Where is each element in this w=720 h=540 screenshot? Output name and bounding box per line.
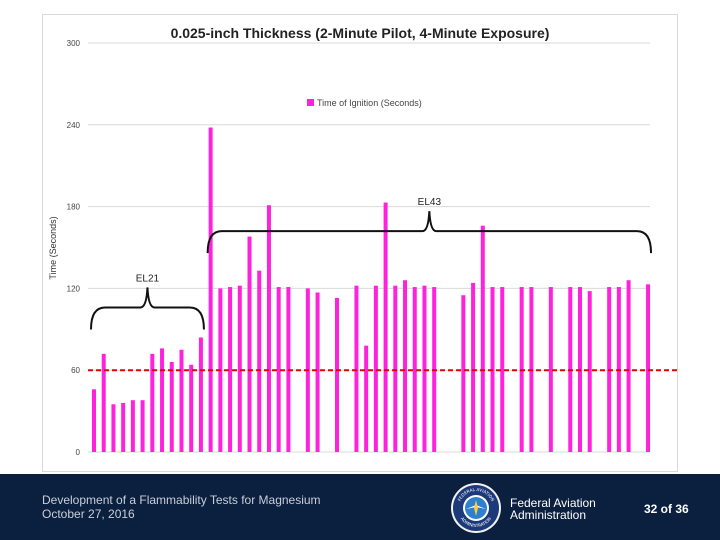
annotation-label: EL43 xyxy=(418,197,442,208)
bar xyxy=(626,280,631,452)
faa-seal-icon: FEDERAL AVIATION ADMINISTRATION xyxy=(451,483,501,533)
presentation-date: October 27, 2016 xyxy=(42,507,135,521)
bar xyxy=(257,270,262,452)
bar xyxy=(92,389,96,452)
legend-swatch xyxy=(307,99,314,106)
bar xyxy=(354,285,359,452)
bar xyxy=(587,291,592,452)
legend: Time of Ignition (Seconds) xyxy=(307,98,422,108)
page-number: 32 of 36 xyxy=(644,502,689,516)
bar xyxy=(548,287,553,452)
y-tick-label: 300 xyxy=(67,39,81,48)
agency-name-line1: Federal Aviation xyxy=(510,496,596,510)
agency-name-line2: Administration xyxy=(510,508,587,522)
bar xyxy=(276,287,281,452)
y-tick-label: 240 xyxy=(67,121,81,130)
bar xyxy=(208,127,213,452)
bar xyxy=(646,284,651,452)
bar xyxy=(169,362,174,452)
y-axis-ticks: 0 60 120 180 240 300 xyxy=(67,39,81,457)
bar xyxy=(266,205,271,452)
y-tick-label: 180 xyxy=(67,203,81,212)
bar xyxy=(247,236,252,452)
bar xyxy=(101,353,106,452)
bar xyxy=(111,404,116,452)
bar xyxy=(500,287,505,452)
bar xyxy=(150,353,155,452)
bar xyxy=(315,292,320,452)
bar-series xyxy=(92,127,651,452)
bar xyxy=(228,287,233,452)
bar xyxy=(160,348,165,452)
bar xyxy=(461,295,466,452)
bar xyxy=(393,285,398,452)
bar xyxy=(198,337,203,452)
bracket-annotations: EL21 EL43 xyxy=(90,197,653,330)
bar xyxy=(237,285,242,452)
bar xyxy=(480,225,485,452)
chart-title: 0.025-inch Thickness (2-Minute Pilot, 4-… xyxy=(171,25,550,41)
bar xyxy=(412,287,417,452)
annotation-bracket xyxy=(206,211,653,254)
bar xyxy=(383,202,388,452)
bar xyxy=(179,349,184,452)
y-axis-label: Time (Seconds) xyxy=(48,216,58,279)
annotation-bracket xyxy=(90,287,205,330)
footer-bar: Development of a Flammability Tests for … xyxy=(0,474,720,540)
bar xyxy=(364,345,369,452)
y-tick-label: 0 xyxy=(76,448,81,457)
bar xyxy=(422,285,427,452)
legend-label: Time of Ignition (Seconds) xyxy=(317,98,422,108)
bar xyxy=(403,280,408,452)
bar xyxy=(189,364,194,452)
bar-chart: 0 60 120 180 240 300 EL21 EL43 0.025-inch Thic… xyxy=(48,25,680,457)
annotation-label: EL21 xyxy=(136,273,160,284)
y-tick-label: 60 xyxy=(71,366,80,375)
bar xyxy=(140,400,145,452)
bar xyxy=(130,400,135,452)
bar xyxy=(335,297,339,452)
bar xyxy=(121,402,126,452)
y-tick-label: 120 xyxy=(67,284,81,293)
presentation-title: Development of a Flammability Tests for … xyxy=(42,493,321,507)
bar xyxy=(471,282,476,452)
bar xyxy=(373,285,378,452)
